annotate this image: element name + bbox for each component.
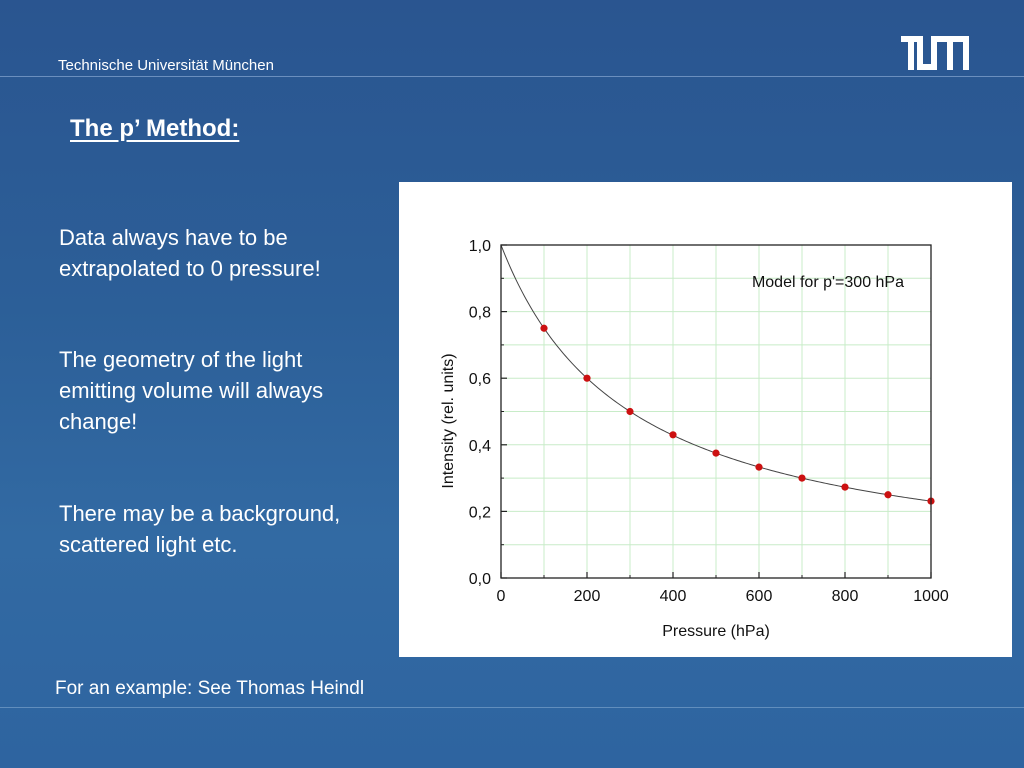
data-point <box>583 374 591 382</box>
data-point <box>712 449 720 457</box>
x-tick-label: 0 <box>497 588 506 605</box>
grid-layer <box>501 245 931 578</box>
footer-reference: For an example: See Thomas Heindl <box>55 678 365 699</box>
ticks-layer: 0 200 400 600 800 1000 0,0 0,2 0,4 0,6 0,8 1,0 <box>469 238 949 605</box>
y-tick-label: 0,4 <box>469 438 491 455</box>
y-tick-label: 0,2 <box>469 504 491 521</box>
institution-name: Technische Universität München <box>58 57 274 74</box>
y-axis-label: Intensity (rel. units) <box>440 353 457 488</box>
y-tick-label: 1,0 <box>469 238 491 255</box>
y-tick-label: 0,0 <box>469 571 491 588</box>
x-tick-label: 400 <box>660 588 687 605</box>
x-tick-label: 200 <box>574 588 601 605</box>
intensity-pressure-chart: 0 200 400 600 800 1000 0,0 0,2 0,4 0,6 0,8 1,0 Mode… <box>440 238 949 640</box>
data-point <box>884 491 892 499</box>
x-tick-label: 600 <box>746 588 773 605</box>
model-annotation: Model for p'=300 hPa <box>752 274 904 291</box>
y-tick-label: 0,8 <box>469 305 491 322</box>
x-tick-label: 1000 <box>913 588 949 605</box>
slide-title: The p’ Method: <box>70 115 240 142</box>
data-point <box>755 463 763 471</box>
bullet-text-2: The geometry of the light emitting volum… <box>59 347 324 434</box>
header-divider <box>0 76 1024 77</box>
data-point <box>798 474 806 482</box>
footer-divider <box>0 707 1024 708</box>
data-point <box>540 324 548 332</box>
chart-panel: 0 200 400 600 800 1000 0,0 0,2 0,4 0,6 0,8 1,0 Mode… <box>399 182 1012 657</box>
bullet-text-1: Data always have to be extrapolated to 0… <box>59 225 321 281</box>
bullet-text-3: There may be a background, scattered lig… <box>59 501 341 557</box>
points-layer <box>540 324 935 505</box>
data-point <box>669 431 677 439</box>
x-axis-label: Pressure (hPa) <box>662 623 770 640</box>
tum-logo <box>901 36 969 70</box>
data-point <box>841 483 849 491</box>
x-tick-label: 800 <box>832 588 859 605</box>
y-tick-label: 0,6 <box>469 371 491 388</box>
data-point <box>626 407 634 416</box>
